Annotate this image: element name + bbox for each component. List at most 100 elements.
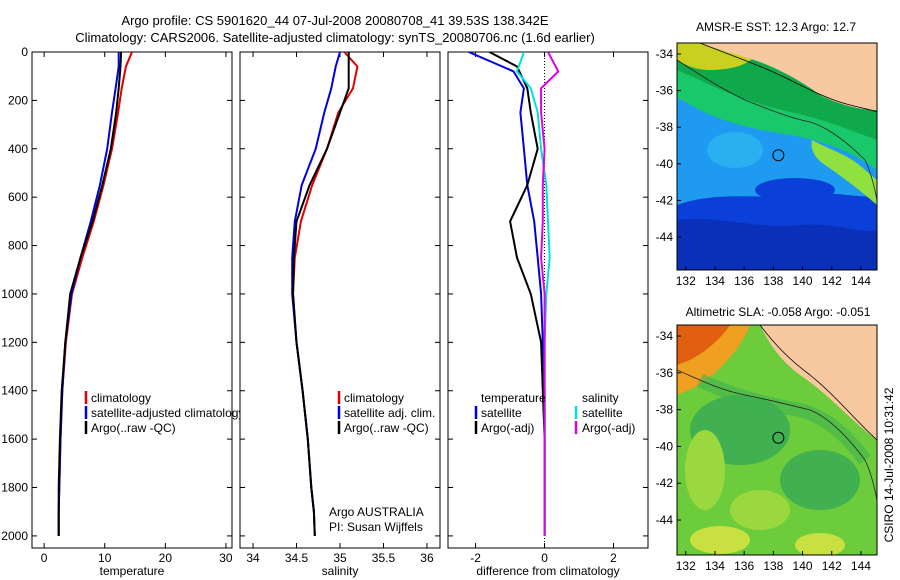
sst-map-ticks: 132 134 136 138 140 142 144 -34 -36 -38 -40 -42 -44 <box>656 47 872 288</box>
series-line-argo-raw-qc- <box>291 52 350 536</box>
legend-label-temp-satellite: satellite <box>481 406 522 420</box>
map-x-tick-label: 138 <box>763 559 783 573</box>
temperature-lines <box>57 52 133 536</box>
x-tick-label: 36 <box>420 551 434 565</box>
difference-ticks: -2 0 2 <box>448 51 648 565</box>
difference-legend-temperature: temperature satellite Argo(-adj) <box>474 391 546 435</box>
legend-title-salinity: salinity <box>582 391 619 405</box>
x-tick-label: 35 <box>333 551 347 565</box>
map-y-tick-label: -40 <box>656 439 674 453</box>
y-tick-label: 1200 <box>1 335 28 349</box>
sst-map-panel: AMSR-E SST: 12.3 Argo: 12.7 132 134 136 138… <box>656 20 878 288</box>
y-tick-label: 1600 <box>1 432 28 446</box>
map-y-tick-label: -44 <box>656 230 674 244</box>
sla-map-ticks: 132 134 136 138 140 142 144 -34 -36 -38 -40 -42 -44 <box>656 329 872 573</box>
salinity-ticks: 34 34.5 35 35.5 36 <box>240 51 440 565</box>
map-y-tick-label: -34 <box>656 47 674 61</box>
salinity-panel: 34 34.5 35 35.5 36 salinity climatology sate… <box>239 51 441 578</box>
y-tick-label: 0 <box>21 45 28 59</box>
map-y-tick-label: -44 <box>656 513 674 527</box>
annotation-argo-australia: Argo AUSTRALIA <box>329 505 424 519</box>
argo-location-marker <box>772 149 785 162</box>
argo-location-marker <box>772 431 785 444</box>
map-y-tick-label: -38 <box>656 120 674 134</box>
sst-map-image <box>677 43 877 270</box>
map-y-tick-label: -34 <box>656 329 674 343</box>
map-y-tick-label: -36 <box>656 84 674 98</box>
difference-lines <box>468 52 560 536</box>
map-y-tick-label: -38 <box>656 403 674 417</box>
y-tick-label: 400 <box>8 142 28 156</box>
annotation-pi: PI: Susan Wijffels <box>329 520 423 534</box>
map-y-tick-label: -36 <box>656 366 674 380</box>
map-x-tick-label: 134 <box>705 274 725 288</box>
map-x-tick-label: 144 <box>851 274 871 288</box>
x-tick-label: 34.5 <box>285 551 309 565</box>
legend-label-argo: Argo(..raw -QC) <box>91 421 176 435</box>
temperature-axes-box <box>31 51 233 549</box>
map-x-tick-label: 138 <box>763 274 783 288</box>
legend-label-argo: Argo(..raw -QC) <box>344 421 429 435</box>
x-tick-label: -2 <box>470 551 481 565</box>
map-x-tick-label: 142 <box>822 274 842 288</box>
map-x-tick-label: 136 <box>734 559 754 573</box>
difference-xlabel: difference from climatology <box>476 564 619 578</box>
difference-panel: -2 0 2 difference from climatology tempera… <box>447 51 649 578</box>
x-tick-label: 0 <box>541 551 548 565</box>
temperature-panel: 0 10 20 30 0 200 400 600 800 1000 1200 1400 1600 1800… <box>1 45 244 578</box>
map-x-tick-label: 132 <box>676 274 696 288</box>
legend-title-temperature: temperature <box>481 391 546 405</box>
temperature-legend: climatology satellite-adjusted climatolo… <box>84 391 244 435</box>
map-y-tick-label: -42 <box>656 193 674 207</box>
y-tick-label: 1800 <box>1 481 28 495</box>
legend-label-climatology: climatology <box>344 391 404 405</box>
map-x-tick-label: 140 <box>793 274 813 288</box>
series-line-argo-raw-qc- <box>57 52 123 536</box>
x-tick-label: 20 <box>159 551 173 565</box>
csiro-timestamp: CSIRO 14-Jul-2008 10:31:42 <box>882 387 896 542</box>
map-x-tick-label: 132 <box>676 559 696 573</box>
difference-axes-box <box>447 51 649 549</box>
legend-label-sal-satellite: satellite <box>582 406 623 420</box>
x-tick-label: 10 <box>98 551 112 565</box>
x-tick-label: 0 <box>41 551 48 565</box>
map-x-tick-label: 142 <box>822 559 842 573</box>
x-tick-label: 30 <box>219 551 233 565</box>
sla-map-frame <box>676 324 878 556</box>
y-tick-label: 1000 <box>1 287 28 301</box>
sst-map-title: AMSR-E SST: 12.3 Argo: 12.7 <box>696 20 856 34</box>
x-tick-label: 34 <box>246 551 260 565</box>
x-tick-label: 2 <box>610 551 617 565</box>
y-tick-label: 200 <box>8 93 28 107</box>
map-y-tick-label: -42 <box>656 476 674 490</box>
map-x-tick-label: 136 <box>734 274 754 288</box>
temperature-ticks: 0 10 20 30 0 200 400 600 800 1000 1200 1400 1600 1800… <box>1 45 233 565</box>
map-y-tick-label: -40 <box>656 157 674 171</box>
sla-map-panel: Altimetric SLA: -0.058 Argo: -0.051 132 1… <box>656 305 878 573</box>
legend-label-sal-argo: Argo(-adj) <box>582 421 635 435</box>
y-tick-label: 800 <box>8 239 28 253</box>
y-tick-label: 1400 <box>1 384 28 398</box>
figure-title-line1: Argo profile: CS 5901620_44 07-Jul-2008 … <box>121 13 549 28</box>
salinity-legend: climatology satellite adj. clim. Argo(..… <box>337 391 435 435</box>
sla-map-image <box>677 325 877 555</box>
salinity-xlabel: salinity <box>322 564 359 578</box>
map-x-tick-label: 134 <box>705 559 725 573</box>
y-tick-label: 2000 <box>1 529 28 543</box>
map-x-tick-label: 140 <box>793 559 813 573</box>
sst-map-frame <box>676 42 878 271</box>
salinity-lines <box>291 52 359 536</box>
legend-label-climatology: climatology <box>91 391 151 405</box>
legend-label-temp-argo: Argo(-adj) <box>481 421 534 435</box>
salinity-axes-box <box>239 51 441 549</box>
figure-title-line2: Climatology: CARS2006. Satellite-adjuste… <box>75 30 595 45</box>
x-tick-label: 35.5 <box>372 551 396 565</box>
legend-label-satellite: satellite adj. clim. <box>344 406 435 420</box>
series-line-salinity-argo-adj- <box>540 52 560 536</box>
map-x-tick-label: 144 <box>851 559 871 573</box>
legend-label-satellite: satellite-adjusted climatology <box>91 406 244 420</box>
sla-map-title: Altimetric SLA: -0.058 Argo: -0.051 <box>686 305 871 319</box>
y-tick-label: 600 <box>8 190 28 204</box>
temperature-xlabel: temperature <box>100 564 165 578</box>
